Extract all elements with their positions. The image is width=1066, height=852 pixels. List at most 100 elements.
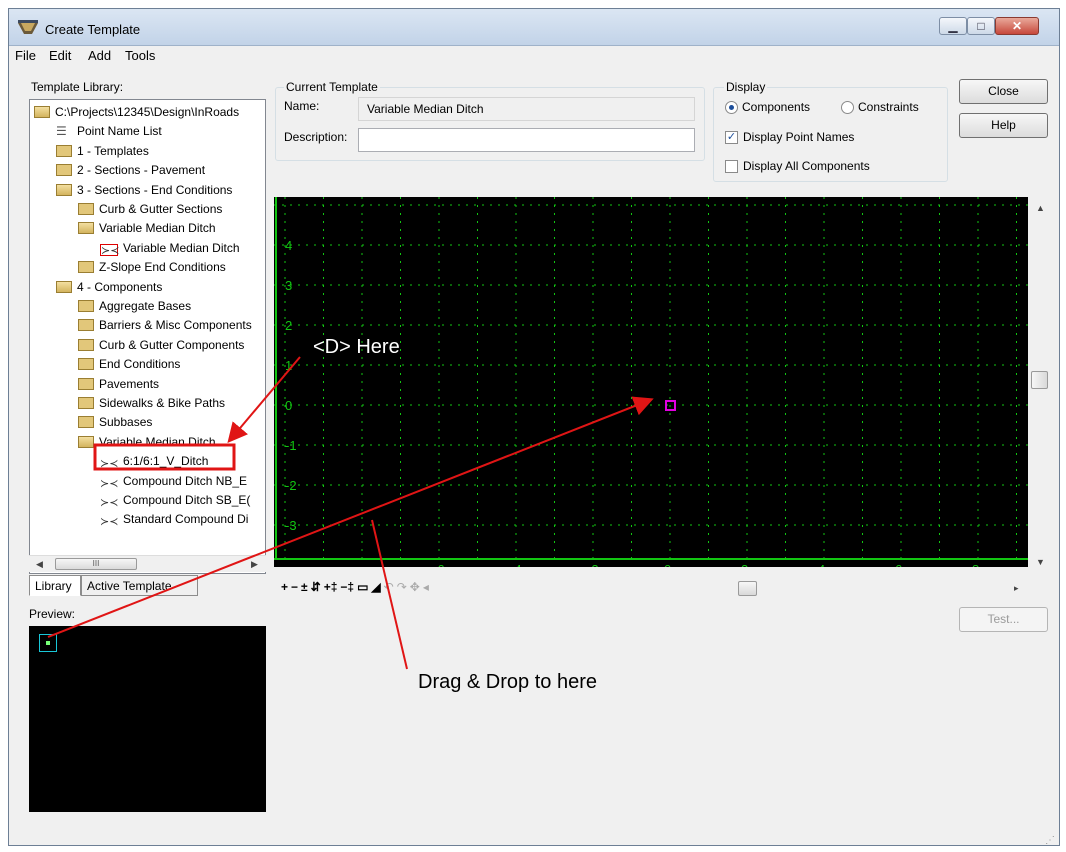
- scroll-left-icon[interactable]: ◀: [36, 559, 43, 569]
- tree-item-label: Standard Compound Di: [123, 512, 249, 527]
- open-folder-icon: [78, 435, 94, 448]
- tree-item[interactable]: Subbases: [78, 413, 152, 432]
- folder-icon: [78, 358, 94, 371]
- tree-item[interactable]: Variable Median Ditch: [78, 433, 216, 452]
- tree-item[interactable]: Aggregate Bases: [78, 297, 191, 316]
- zoom-out-icon[interactable]: −: [291, 580, 299, 594]
- canvas-scroll-right-icon[interactable]: ▸: [1014, 583, 1019, 593]
- tree-item[interactable]: ☰ Point Name List: [56, 122, 162, 141]
- tree-item-label: Variable Median Ditch: [99, 434, 216, 449]
- test-button[interactable]: Test...: [959, 607, 1048, 632]
- x-tick-label: 2: [741, 562, 748, 567]
- tree-item[interactable]: 2 - Sections - Pavement: [56, 161, 205, 180]
- menu-edit[interactable]: Edit: [49, 48, 72, 63]
- tree-scroll-thumb[interactable]: III: [55, 558, 137, 570]
- display-point-names-checkbox[interactable]: ✓: [725, 131, 738, 144]
- scroll-up-icon[interactable]: ▲: [1036, 203, 1045, 213]
- tree-item[interactable]: ≻≺ Standard Compound Di: [100, 510, 248, 529]
- scroll-right-icon[interactable]: ▶: [251, 559, 258, 569]
- tree-item-label: Variable Median Ditch: [123, 240, 240, 255]
- tree-item-label: Pavements: [99, 376, 160, 391]
- fit-vertical-icon[interactable]: ±: [301, 580, 308, 594]
- tree-item[interactable]: 4 - Components: [56, 278, 162, 297]
- components-radio[interactable]: [725, 101, 738, 114]
- x-tick-label: -2: [587, 562, 599, 567]
- canvas-vscroll-thumb[interactable]: [1031, 371, 1048, 389]
- constraints-radio[interactable]: [841, 101, 854, 114]
- display-all-components-label[interactable]: Display All Components: [743, 159, 870, 173]
- tree-item[interactable]: 1 - Templates: [56, 142, 149, 161]
- close-window-button[interactable]: ✕: [995, 17, 1039, 35]
- x-tick-label: -4: [510, 562, 522, 567]
- resize-grip-icon[interactable]: ⋰: [1045, 835, 1055, 846]
- zoom-in-icon[interactable]: +: [281, 580, 289, 594]
- tree-item[interactable]: Pavements: [78, 375, 159, 394]
- origin-point-marker: [665, 400, 676, 411]
- help-button[interactable]: Help: [959, 113, 1048, 138]
- canvas-hscroll-thumb[interactable]: [738, 581, 757, 596]
- folder-icon: [78, 338, 94, 351]
- window-area-icon[interactable]: ▭: [357, 580, 369, 594]
- y-tick-label: 3: [285, 278, 292, 293]
- close-button[interactable]: Close: [959, 79, 1048, 104]
- x-tick-label: -6: [433, 562, 445, 567]
- tree-item-label: Curb & Gutter Components: [99, 337, 245, 352]
- tree-item[interactable]: ≻≺ Compound Ditch NB_E: [100, 472, 247, 491]
- tree-item[interactable]: Curb & Gutter Sections: [78, 200, 222, 219]
- tab-library[interactable]: Library: [29, 575, 81, 596]
- tree-item[interactable]: Z-Slope End Conditions: [78, 258, 226, 277]
- constraints-radio-label[interactable]: Constraints: [858, 100, 919, 114]
- components-radio-label[interactable]: Components: [742, 100, 811, 114]
- y-tick-label: 1: [285, 358, 292, 373]
- tree-item[interactable]: Curb & Gutter Components: [78, 336, 244, 355]
- display-all-components-checkbox[interactable]: [725, 160, 738, 173]
- menu-file[interactable]: File: [15, 48, 36, 63]
- tree-item-label: Aggregate Bases: [99, 299, 192, 313]
- tree-item[interactable]: End Conditions: [78, 355, 180, 374]
- tree-item-label: 3 - Sections - End Conditions: [77, 182, 233, 197]
- tree-item-label: End Conditions: [99, 357, 181, 372]
- template-app-icon: [18, 20, 38, 34]
- template-library-label: Template Library:: [31, 80, 124, 94]
- minimize-button[interactable]: ▁: [939, 17, 967, 35]
- template-description-field[interactable]: [358, 128, 695, 152]
- pan-horizontal-icon[interactable]: −‡: [340, 580, 355, 594]
- template-name-field: Variable Median Ditch: [358, 97, 695, 121]
- y-tick-label: 0: [285, 398, 292, 413]
- maximize-button[interactable]: □: [967, 17, 995, 35]
- tree-item[interactable]: ≻≺ Variable Median Ditch: [100, 239, 240, 258]
- tab-active-template[interactable]: Active Template: [81, 575, 198, 596]
- scroll-down-icon[interactable]: ▼: [1036, 557, 1045, 567]
- tree-item[interactable]: 3 - Sections - End Conditions: [56, 181, 232, 200]
- tree-item[interactable]: Sidewalks & Bike Paths: [78, 394, 225, 413]
- template-icon: ≻≺: [100, 458, 119, 471]
- tree-item-label: Compound Ditch NB_E: [123, 473, 248, 488]
- tree-item[interactable]: C:\Projects\12345\Design\InRoads: [34, 103, 239, 122]
- tree-item[interactable]: ≻≺ Compound Ditch SB_E(: [100, 491, 250, 510]
- current-template-group: [275, 87, 705, 161]
- fit-horizontal-icon[interactable]: +‡: [323, 580, 338, 594]
- folder-icon: [78, 377, 94, 390]
- tree-item[interactable]: ≻≺ 6:1/6:1_V_Ditch: [100, 452, 208, 471]
- display-group: [713, 87, 948, 182]
- undo-icon[interactable]: ↶: [383, 580, 394, 594]
- fit-all-icon[interactable]: ◢: [371, 580, 381, 594]
- display-point-names-label[interactable]: Display Point Names: [743, 130, 855, 144]
- template-editor-canvas[interactable]: 4 3 2 1 0 -1 -2 -3 -6 -4 -2 0 2 4 6 8: [274, 197, 1028, 567]
- tree-item[interactable]: Barriers & Misc Components: [78, 316, 252, 335]
- tree-horizontal-scrollbar[interactable]: ◀ III ▶: [29, 555, 266, 572]
- scroll-left-small-icon[interactable]: ◂: [422, 580, 429, 594]
- template-icon: ≻≺: [100, 516, 119, 529]
- center-icon[interactable]: ✥: [409, 580, 420, 594]
- point-list-icon: ☰: [56, 124, 67, 139]
- folder-icon: [78, 397, 94, 409]
- x-tick-label: 8: [972, 562, 979, 567]
- tree-item[interactable]: Variable Median Ditch: [78, 219, 216, 238]
- menu-add[interactable]: Add: [88, 48, 112, 63]
- menu-tools[interactable]: Tools: [125, 48, 156, 63]
- pan-vertical-icon[interactable]: ⇵: [310, 580, 321, 594]
- canvas-vertical-scrollbar[interactable]: ▲ ▼: [1031, 197, 1048, 577]
- tree-item-label: 6:1/6:1_V_Ditch: [123, 454, 209, 469]
- redo-icon[interactable]: ↷: [396, 580, 407, 594]
- template-library-tree[interactable]: C:\Projects\12345\Design\InRoads ☰ Point N…: [29, 99, 266, 574]
